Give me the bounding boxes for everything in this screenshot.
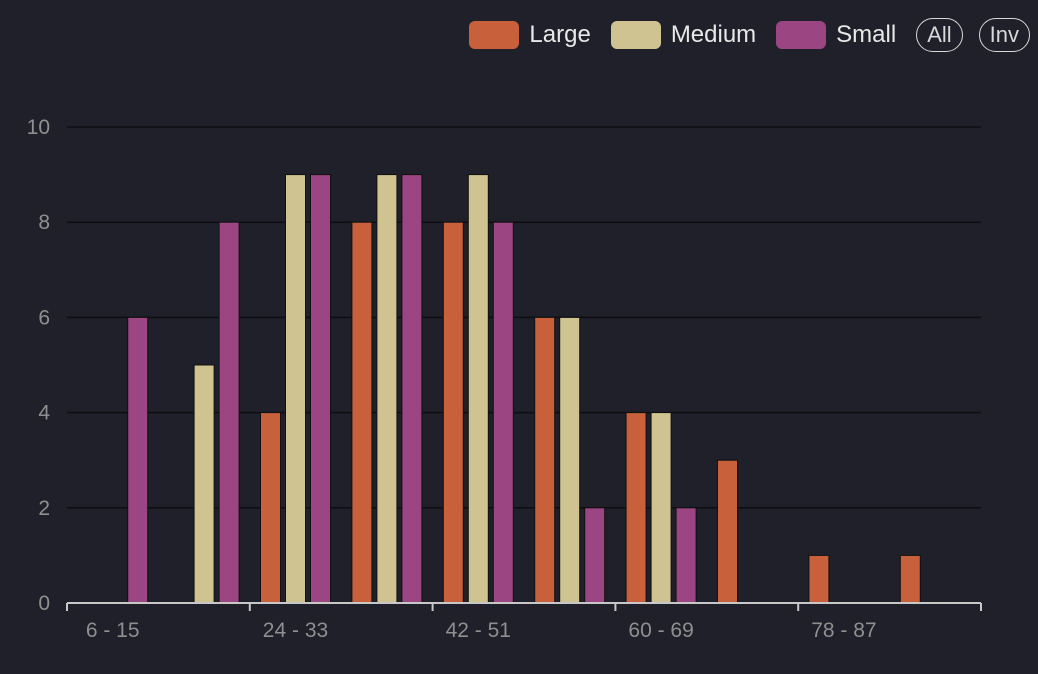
bar-small (675, 507, 697, 604)
legend-label-medium: Medium (670, 21, 757, 48)
bar-small (492, 221, 514, 604)
bar-large (625, 412, 647, 604)
bar-small (127, 316, 149, 604)
x-tick-label: 42 - 51 (446, 619, 511, 642)
y-tick-label: 4 (38, 402, 50, 425)
bar-small (401, 174, 423, 604)
legend: Large Medium Small All Inv (469, 18, 1030, 52)
bar-large (717, 459, 738, 604)
legend-label-large: Large (529, 21, 591, 48)
bar-small (310, 174, 331, 604)
bar-medium (193, 364, 215, 604)
legend-swatch-large (469, 21, 520, 49)
bar-large (260, 412, 281, 604)
bar-medium (559, 316, 581, 604)
axis-layer: 0 2 4 6 8 10 6 - 15 24 - 33 42 - 51 60 - 69 78 - 8… (27, 116, 982, 642)
bar-large (899, 554, 921, 604)
bar-medium (467, 174, 489, 604)
bar-large (442, 221, 464, 604)
x-tick-label: 24 - 33 (263, 619, 328, 642)
bar-small (218, 221, 240, 604)
legend-invert-button[interactable]: Inv (978, 18, 1030, 52)
legend-swatch-small (776, 21, 827, 49)
y-tick-label: 8 (38, 211, 50, 234)
y-tick-label: 2 (38, 497, 50, 520)
legend-item-small[interactable]: Small (776, 21, 896, 49)
y-tick-label: 10 (27, 116, 50, 139)
bar-small (584, 507, 606, 604)
legend-item-large[interactable]: Large (469, 21, 591, 49)
bar-medium (376, 174, 398, 604)
bars-layer (127, 174, 921, 604)
bar-medium (650, 412, 672, 604)
bar-large (351, 221, 373, 604)
bar-large (534, 316, 556, 604)
y-tick-label: 6 (38, 306, 50, 329)
legend-label-small: Small (836, 21, 897, 48)
bar-large (808, 554, 830, 604)
x-tick-label: 6 - 15 (86, 619, 140, 642)
legend-all-button[interactable]: All (916, 18, 963, 52)
legend-item-medium[interactable]: Medium (610, 21, 757, 49)
x-tick-label: 78 - 87 (811, 619, 876, 642)
bar-medium (285, 174, 306, 604)
legend-swatch-medium (610, 21, 661, 49)
x-tick-label: 60 - 69 (628, 619, 693, 642)
y-tick-label: 0 (38, 592, 50, 615)
